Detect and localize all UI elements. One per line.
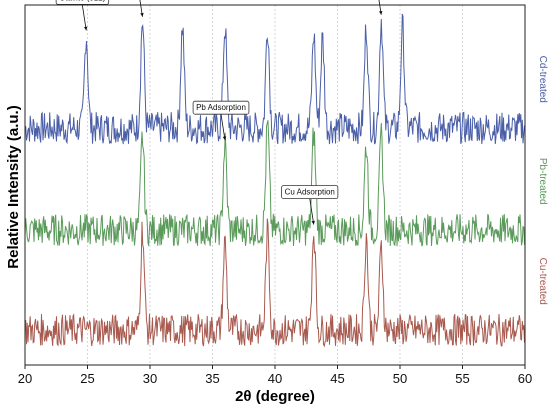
series-line-cu-treated xyxy=(24,218,525,348)
grid-lines xyxy=(87,5,463,365)
series-label-cu-treated: Cu-treated xyxy=(537,258,548,305)
annotation-arrow xyxy=(220,114,226,141)
annotation-arrowhead xyxy=(222,136,227,141)
annotation: Calcite (104) xyxy=(139,0,144,17)
annotation-arrowhead xyxy=(378,10,383,15)
series-lines xyxy=(24,13,525,348)
annotation: Otavite (012) xyxy=(55,0,110,31)
x-axis-title: 2θ (degree) xyxy=(235,388,315,405)
annotation-arrowhead xyxy=(83,26,88,31)
x-tick-label: 40 xyxy=(268,371,282,386)
annotations: Otavite (012) Calcite (104) Calcite (113) P… xyxy=(55,0,383,225)
annotation-label: Cu Adsorption xyxy=(285,188,335,197)
annotation: Calcite (113) xyxy=(378,0,383,15)
x-tick-label: 60 xyxy=(518,371,532,386)
x-tick-label: 25 xyxy=(80,371,94,386)
annotation: Cu Adsorption xyxy=(281,185,339,225)
annotation-arrow xyxy=(309,198,315,225)
series-side-labels: Cd-treated Pb-treated Cu-treated xyxy=(537,56,548,305)
x-tick-label: 35 xyxy=(205,371,219,386)
annotation: Pb Adsorption xyxy=(192,100,250,141)
y-axis-title: Relative Intensity (a.u.) xyxy=(5,105,22,268)
series-line-pb-treated xyxy=(24,120,525,247)
x-tick-label: 50 xyxy=(393,371,407,386)
annotation-label: Pb Adsorption xyxy=(196,103,246,112)
annotation-label: Otavite (012) xyxy=(59,0,106,2)
annotation-arrow xyxy=(378,0,382,15)
series-label-cd-treated: Cd-treated xyxy=(537,56,548,103)
series-label-pb-treated: Pb-treated xyxy=(537,158,548,205)
annotation-arrowhead xyxy=(140,12,144,17)
x-tick-label: 55 xyxy=(455,371,469,386)
x-axis-ticks: 20 25 30 35 40 45 50 55 60 xyxy=(18,365,532,386)
x-tick-label: 45 xyxy=(330,371,344,386)
x-tick-label: 20 xyxy=(18,371,32,386)
annotation-arrow xyxy=(139,0,143,17)
annotation-arrow xyxy=(81,4,87,31)
x-tick-label: 30 xyxy=(143,371,157,386)
series-line-cd-treated xyxy=(24,13,525,145)
annotation-arrowhead xyxy=(311,220,315,225)
